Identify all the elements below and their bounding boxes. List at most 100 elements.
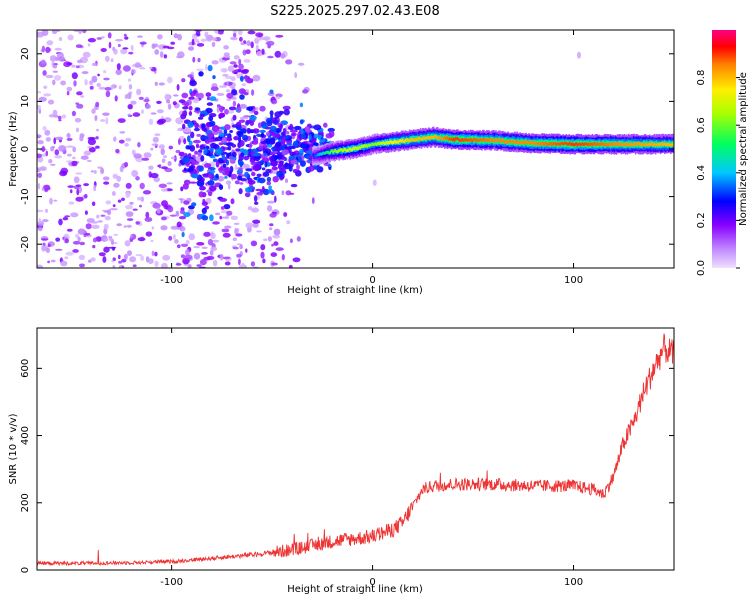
spectrogram-speckle (41, 59, 46, 65)
spectrogram-speckle (112, 173, 118, 179)
spectrogram-speckle (38, 227, 43, 232)
spectrogram-speckle (100, 119, 106, 122)
spectrogram-speckle (172, 101, 177, 106)
spectrogram-speckle (75, 233, 79, 239)
spectrogram-cluster (193, 109, 202, 113)
spectrogram-ridge-cell (625, 142, 628, 145)
spectrogram-ridge-cell (387, 140, 390, 144)
spectrogram-speckle (127, 113, 132, 116)
spectrogram-cluster (279, 145, 285, 150)
spectrogram-speckle (135, 176, 140, 181)
spectrogram-ridge-cell (372, 143, 375, 147)
spectrogram-cluster (199, 185, 206, 191)
spectrogram-ridge-cell (322, 151, 324, 155)
spectrogram-speckle (244, 192, 251, 198)
spectrogram-speckle (74, 117, 82, 123)
spectrogram-ridge-cell (466, 138, 468, 142)
spectrogram-speckle (137, 196, 142, 201)
spectrogram-speckle (150, 239, 154, 243)
spectrogram-speckle (180, 243, 189, 247)
spectrogram-speckle (171, 156, 176, 160)
spectrogram-ridge-cell (453, 137, 455, 141)
spectrogram-speckle (151, 226, 154, 230)
spectrogram-speckle (37, 183, 41, 190)
spectrogram-speckle (158, 82, 165, 86)
spectrogram-speckle (55, 237, 61, 242)
spectrogram-ridge-cell (350, 145, 353, 152)
spectrogram-speckle (98, 86, 106, 90)
spectrogram-speckle (105, 90, 111, 98)
spectrogram-cluster (226, 142, 234, 146)
spectrogram-cluster (218, 105, 224, 113)
spectrogram-speckle (71, 110, 76, 117)
spectrogram-speckle (206, 96, 210, 101)
spectrogram-ridge-cell (619, 143, 622, 147)
spectrogram-speckle (289, 238, 293, 244)
spectrogram-speckle (118, 85, 122, 90)
spectrogram-speckle (184, 254, 193, 260)
spectrogram-ridge-cell (397, 140, 400, 144)
spectrogram-speckle (64, 238, 69, 244)
spectrogram-speckle (114, 95, 118, 102)
spectrogram-ridge-cell (356, 146, 359, 150)
spectrogram-ridge-cell (408, 139, 411, 143)
spectrogram-speckle (237, 69, 241, 73)
spectrogram-cluster (233, 136, 239, 141)
spectrogram-speckle (100, 36, 105, 39)
spectrogram-speckle (175, 117, 184, 125)
spectrogram-cluster (313, 133, 319, 139)
spectrogram-speckle (156, 207, 161, 214)
spectrogram-cluster (266, 181, 272, 186)
spectrogram-cluster (327, 127, 335, 133)
spectrogram-cluster (201, 215, 209, 221)
spectrogram-speckle (95, 101, 100, 108)
spectrogram-ridge-cell (347, 145, 350, 152)
spectrogram-speckle (137, 142, 141, 148)
spectrogram-speckle (124, 161, 129, 168)
spectrogram-ridge-cell (639, 143, 642, 147)
spectrogram-ridge-cell (544, 142, 546, 146)
spectrogram-speckle (87, 38, 96, 43)
spectrogram-speckle (132, 208, 138, 211)
spectrogram-speckle (162, 45, 170, 49)
spectrogram-ridge-cell (426, 136, 429, 139)
spectrogram-ridge-cell (486, 138, 488, 142)
spectrogram-speckle (76, 59, 83, 64)
spectrogram-speckle (75, 184, 82, 187)
spectrogram-ridge-cell (532, 141, 534, 145)
spectrogram-cluster (193, 127, 200, 132)
spectrogram-speckle (232, 30, 238, 33)
spectrogram-speckle (167, 76, 173, 84)
spectrogram-cluster (231, 151, 237, 158)
spectrogram-ridge-cell (651, 143, 654, 147)
spectrogram-speckle (222, 256, 231, 260)
spectrogram-ridge-cell (368, 144, 371, 147)
spectrogram-speckle (238, 119, 246, 123)
spectrogram-ridge-cell (410, 137, 413, 141)
spectrogram-speckle (126, 224, 132, 228)
spectrogram-speckle (252, 219, 261, 224)
spectrogram-ridge-cell (513, 140, 515, 143)
spectrogram-ridge-cell (320, 152, 322, 156)
spectrogram-speckle (97, 166, 103, 169)
spectrogram-ridge-cell (604, 142, 607, 146)
spectrogram-cluster (238, 135, 242, 143)
spectrogram-ridge-cell (606, 143, 609, 147)
spectrogram-cluster (290, 159, 298, 165)
spectrogram-ridge-cell (405, 139, 408, 142)
spectrogram-cluster (233, 64, 238, 68)
spectrogram-speckle (77, 228, 86, 235)
spectrogram-speckle (156, 100, 162, 104)
spectrogram-cluster (227, 146, 232, 151)
spectrogram-speckle (139, 41, 147, 45)
spectrogram-ridge-cell (361, 144, 364, 148)
spectrogram-speckle (66, 91, 70, 96)
spectrogram-speckle (161, 262, 168, 268)
spectrogram-cluster (254, 201, 259, 205)
spectrogram-cluster (206, 132, 214, 139)
spectrogram-ridge-cell (641, 142, 644, 146)
spectrogram-cluster (229, 165, 234, 173)
spectrogram-ridge-cell (585, 142, 588, 146)
spectrogram-speckle (267, 200, 276, 204)
spectrogram-ridge-cell (406, 138, 409, 145)
